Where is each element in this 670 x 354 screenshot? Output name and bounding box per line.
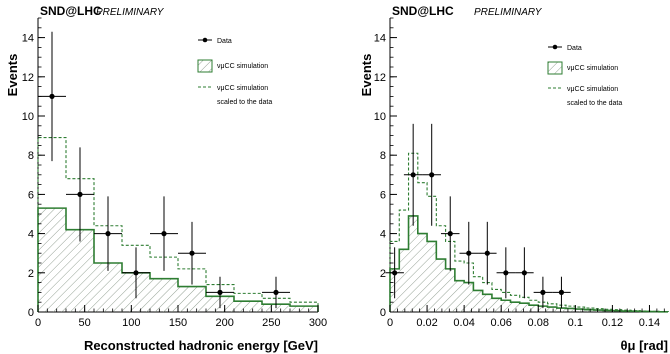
data-point (515, 247, 534, 299)
data-marker (466, 250, 472, 256)
data-point (496, 247, 516, 299)
data-marker (540, 289, 546, 295)
data-point (94, 196, 122, 271)
y-tick-label: 14 (374, 33, 386, 45)
data-point (478, 221, 497, 285)
y-tick-label: 4 (28, 229, 34, 241)
data-point (403, 123, 423, 226)
data-marker (558, 289, 565, 295)
data-marker (133, 270, 139, 276)
experiment-header: SND@LHC (392, 4, 454, 18)
data-point (150, 196, 178, 271)
y-tick-label: 0 (28, 307, 34, 319)
legend-label-data: Data (217, 38, 232, 45)
y-tick-label: 10 (22, 111, 34, 123)
angle-histogram-panel: SND@LHC PRELIMINARY Events θμ [rad] 0 2 4 6… (359, 4, 669, 353)
legend-label-data: Data (567, 45, 582, 52)
y-tick-label: 2 (28, 268, 34, 280)
x-axis-title: θμ [rad] (621, 338, 668, 353)
data-point (178, 221, 206, 285)
data-point (206, 276, 234, 309)
legend-hatched-swatch (197, 59, 213, 73)
x-tick-label: 300 (309, 317, 327, 329)
preliminary-label: PRELIMINARY (474, 7, 543, 18)
x-tick-label: 0.02 (416, 317, 437, 329)
y-tick-label: 10 (374, 111, 386, 123)
simulation-hatch-fill (38, 208, 318, 312)
data-point (459, 221, 479, 285)
x-tick-label: 0.12 (602, 317, 623, 329)
x-tick-label: 0.06 (490, 317, 511, 329)
y-tick-label: 2 (380, 268, 386, 280)
data-marker (77, 191, 83, 197)
data-marker (49, 93, 55, 99)
x-tick-label: 200 (215, 317, 233, 329)
plot-area: 0 2 4 6 8 10 12 14 0 50 100 150 200 250 300 (22, 17, 327, 329)
y-tick-label: 8 (28, 150, 34, 162)
data-point (533, 276, 553, 309)
data-marker (105, 231, 111, 237)
legend-label-simulation-scaled: νμCC simulation (567, 86, 618, 93)
x-tick-label: 0.08 (528, 317, 549, 329)
x-tick-label: 150 (169, 317, 187, 329)
x-tick-label: 0 (35, 317, 41, 329)
y-tick-label: 6 (28, 189, 34, 201)
data-point (552, 276, 571, 309)
data-point (122, 247, 150, 299)
data-marker (410, 172, 416, 178)
data-marker (189, 250, 195, 256)
legend-label-simulation: νμCC simulation (567, 65, 618, 72)
data-marker (161, 231, 167, 237)
data-point (38, 31, 66, 162)
data-marker (503, 270, 509, 276)
y-tick-label: 12 (22, 72, 34, 84)
x-tick-label: 50 (79, 317, 91, 329)
data-marker (484, 250, 490, 256)
data-point (66, 147, 94, 242)
y-tick-label: 0 (380, 307, 386, 319)
x-tick-label: 100 (122, 317, 140, 329)
y-tick-label: 6 (380, 189, 386, 201)
y-tick-label: 8 (380, 150, 386, 162)
experiment-header: SND@LHC (40, 4, 102, 18)
y-axis-title: Events (5, 54, 20, 97)
legend-label-simulation: νμCC simulation (217, 63, 268, 70)
data-point (262, 276, 290, 309)
data-marker (217, 289, 223, 295)
legend-label-simulation-scaled: νμCC simulation (217, 85, 268, 92)
y-tick-label: 14 (22, 33, 34, 45)
simulation-histogram (389, 215, 669, 313)
y-axis-title: Events (359, 54, 374, 97)
x-tick-label: 0.1 (568, 317, 583, 329)
plot-area: 0 2 4 6 8 10 12 14 0 0.02 0.04 0.06 0.08 0.1 0.12 0.14 (374, 17, 669, 329)
x-tick-label: 0.04 (453, 317, 474, 329)
legend-data-marker (552, 44, 558, 50)
data-marker (447, 231, 453, 237)
simulation-hatch-fill (390, 215, 668, 312)
x-tick-label: 250 (262, 317, 280, 329)
legend: Data νμCC simulation νμCC simulation sca… (547, 44, 622, 107)
legend-label-scaled-note: scaled to the data (567, 100, 622, 107)
data-point (440, 196, 460, 271)
legend-data-marker (202, 37, 208, 43)
scaled-simulation-histogram (389, 152, 669, 313)
x-tick-label: 0.14 (639, 317, 660, 329)
data-marker (429, 172, 435, 178)
legend: Data νμCC simulation νμCC simulation sca… (197, 37, 272, 106)
legend-label-scaled-note: scaled to the data (217, 99, 272, 106)
preliminary-label: PRELIMINARY (96, 7, 165, 18)
data-marker (521, 270, 527, 276)
legend-hatched-swatch (547, 61, 563, 75)
x-tick-label: 0 (387, 317, 393, 329)
y-tick-label: 4 (380, 229, 386, 241)
data-point (422, 123, 441, 226)
y-tick-label: 12 (374, 72, 386, 84)
data-marker (273, 289, 279, 295)
energy-histogram-panel: SND@LHC PRELIMINARY Events Reconstructed… (5, 4, 327, 353)
x-axis-title: Reconstructed hadronic energy [GeV] (84, 338, 318, 353)
